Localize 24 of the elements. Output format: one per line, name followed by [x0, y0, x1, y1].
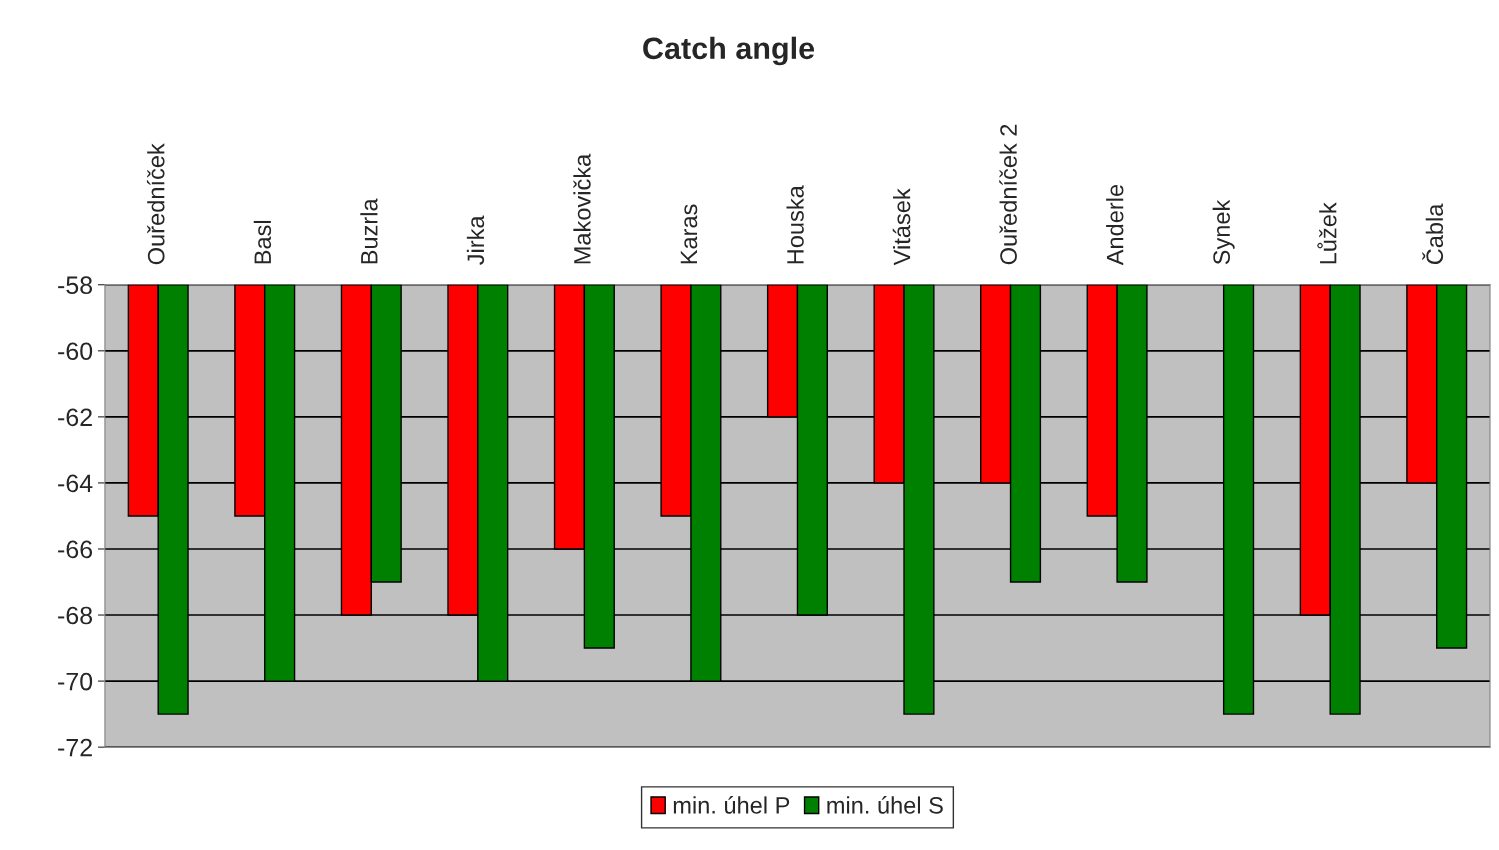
- x-tick-label: Ouředníček 2: [999, 124, 1017, 265]
- x-tick-label: Ouředníček: [146, 143, 165, 265]
- x-tick-label: Anderle: [1106, 184, 1124, 266]
- x-tick-label: Basl: [253, 220, 272, 264]
- y-tick-label: -72: [58, 738, 92, 757]
- y-tick-label: -66: [58, 540, 93, 559]
- y-tick-label: -60: [58, 342, 93, 361]
- chart-title: Catch angle: [643, 36, 815, 66]
- x-tick-label: Čabla: [1422, 203, 1444, 265]
- x-tick-label: Synek: [1212, 199, 1235, 265]
- y-tick-label: -70: [58, 672, 93, 691]
- legend-label: min. úhel P: [673, 796, 790, 814]
- x-tick-label: Vitásek: [892, 188, 911, 266]
- x-tick-label: Karas: [680, 204, 698, 264]
- legend-label: min. úhel S: [827, 796, 943, 814]
- y-tick-label: -62: [58, 408, 92, 427]
- x-tick-label: Buzrla: [360, 198, 378, 264]
- x-tick-label: Jirka: [466, 215, 485, 265]
- y-tick-label: -64: [58, 474, 93, 493]
- x-tick-label: Lůžek: [1317, 202, 1337, 264]
- y-tick-label: -68: [58, 606, 93, 625]
- y-tick-label: -58: [58, 276, 93, 295]
- x-tick-label: Houska: [786, 185, 804, 264]
- x-tick-label: Makovička: [573, 153, 591, 264]
